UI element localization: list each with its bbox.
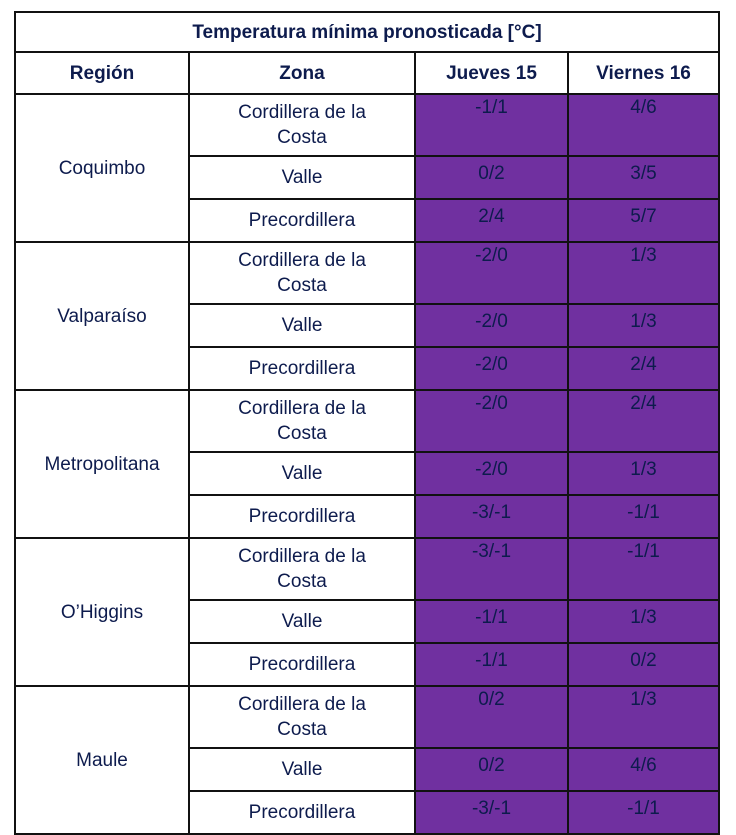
table-row: Precordillera -3/-1 -1/1: [15, 494, 720, 539]
thursday-value-cell: 0/2: [414, 747, 569, 792]
zone-cell: Cordillera de la Costa: [188, 241, 416, 305]
region-cell: Valparaíso: [14, 241, 190, 391]
table-row: Valle -2/0 1/3: [15, 303, 720, 348]
zone-cell: Valle: [188, 599, 416, 644]
zone-cell: Precordillera: [188, 790, 416, 835]
thursday-value-cell: -3/-1: [414, 494, 569, 539]
region-cell: Maule: [14, 685, 190, 835]
zone-cell: Valle: [188, 303, 416, 348]
region-cell: O’Higgins: [14, 537, 190, 687]
header-friday: Viernes 16: [567, 51, 720, 95]
region-cell: Coquimbo: [14, 93, 190, 243]
table-row: Valle 0/2 3/5: [15, 155, 720, 200]
friday-value-cell: 2/4: [567, 346, 720, 391]
table-title: Temperatura mínima pronosticada [°C]: [14, 11, 720, 53]
thursday-value-cell: -2/0: [414, 389, 569, 453]
thursday-value-cell: -1/1: [414, 642, 569, 687]
zone-cell: Valle: [188, 155, 416, 200]
thursday-value-cell: -2/0: [414, 346, 569, 391]
thursday-value-cell: -2/0: [414, 303, 569, 348]
friday-value-cell: 1/3: [567, 241, 720, 305]
thursday-value-cell: -3/-1: [414, 537, 569, 601]
table-row: Metropolitana Cordillera de la Costa -2/0 2…: [14, 389, 720, 539]
friday-value-cell: 5/7: [567, 198, 720, 243]
friday-value-cell: 1/3: [567, 451, 720, 496]
table-row: Coquimbo Cordillera de la Costa -1/1 4/6: [14, 93, 720, 243]
friday-value-cell: -1/1: [567, 537, 720, 601]
zone-cell: Valle: [188, 451, 416, 496]
friday-value-cell: 1/3: [567, 599, 720, 644]
zone-cell: Cordillera de la Costa: [188, 93, 416, 157]
table-row: Precordillera -1/1 0/2: [15, 642, 720, 687]
friday-value-cell: 4/6: [567, 747, 720, 792]
table-row: Valparaíso Cordillera de la Costa -2/0 1/3: [14, 241, 720, 391]
header-thursday: Jueves 15: [414, 51, 569, 95]
thursday-value-cell: 2/4: [414, 198, 569, 243]
friday-value-cell: 3/5: [567, 155, 720, 200]
friday-value-cell: 2/4: [567, 389, 720, 453]
friday-value-cell: 4/6: [567, 93, 720, 157]
friday-value-cell: 1/3: [567, 685, 720, 749]
zone-cell: Precordillera: [188, 642, 416, 687]
zone-cell: Precordillera: [188, 494, 416, 539]
table-row: Valle -1/1 1/3: [15, 599, 720, 644]
table-row: Maule Cordillera de la Costa 0/2 1/3: [14, 685, 720, 835]
table-row: Valle -2/0 1/3: [15, 451, 720, 496]
header-zone: Zona: [188, 51, 416, 95]
thursday-value-cell: 0/2: [414, 155, 569, 200]
zone-cell: Precordillera: [188, 198, 416, 243]
table-row: O’Higgins Cordillera de la Costa -3/-1 -1/1: [14, 537, 720, 687]
friday-value-cell: 1/3: [567, 303, 720, 348]
table-row: Precordillera -2/0 2/4: [15, 346, 720, 391]
header-region: Región: [14, 51, 190, 95]
region-cell: Metropolitana: [14, 389, 190, 539]
thursday-value-cell: 0/2: [414, 685, 569, 749]
zone-cell: Cordillera de la Costa: [188, 685, 416, 749]
thursday-value-cell: -2/0: [414, 241, 569, 305]
friday-value-cell: 0/2: [567, 642, 720, 687]
friday-value-cell: -1/1: [567, 790, 720, 835]
table-body: Coquimbo Cordillera de la Costa -1/1 4/6 Val…: [14, 93, 720, 835]
forecast-table: Temperatura mínima pronosticada [°C] Reg…: [14, 11, 720, 835]
table-row: Precordillera 2/4 5/7: [15, 198, 720, 243]
zone-cell: Valle: [188, 747, 416, 792]
table-row: Valle 0/2 4/6: [15, 747, 720, 792]
thursday-value-cell: -1/1: [414, 599, 569, 644]
thursday-value-cell: -2/0: [414, 451, 569, 496]
zone-cell: Precordillera: [188, 346, 416, 391]
thursday-value-cell: -3/-1: [414, 790, 569, 835]
friday-value-cell: -1/1: [567, 494, 720, 539]
thursday-value-cell: -1/1: [414, 93, 569, 157]
zone-cell: Cordillera de la Costa: [188, 537, 416, 601]
zone-cell: Cordillera de la Costa: [188, 389, 416, 453]
